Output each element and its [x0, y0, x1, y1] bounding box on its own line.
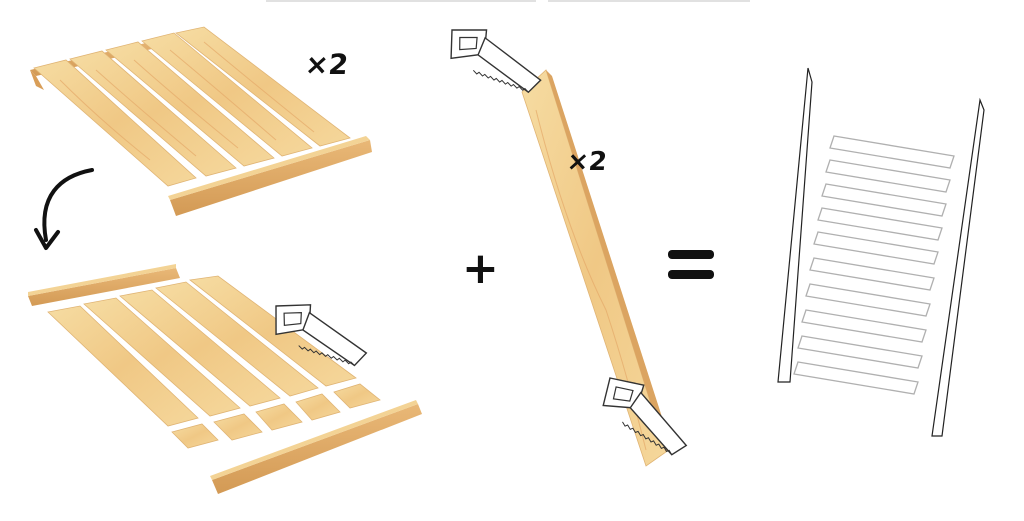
ladder-rung [793, 361, 919, 395]
ladder-rung [801, 309, 927, 343]
ladder-rung [829, 135, 955, 169]
multiplier-right: ×2 [565, 147, 608, 177]
cut-slat [47, 305, 199, 427]
bed-slat [69, 50, 237, 177]
loose-rail-top [28, 268, 180, 306]
plus-sign: + [462, 243, 499, 294]
saw-icon-top [442, 23, 549, 95]
loose-rail-bottom [212, 404, 422, 494]
bed-left-rail [30, 70, 44, 90]
slat-stub [295, 393, 341, 421]
ladder-rung [809, 257, 935, 291]
ladder-rung [805, 283, 931, 317]
multiplier-top: ×2 [303, 48, 349, 81]
slat-stub [171, 423, 219, 449]
cut-slat [155, 281, 319, 397]
result-ladder [777, 67, 985, 437]
slat-stub [255, 403, 303, 431]
slat-stub [333, 383, 381, 409]
equals-sign [668, 250, 714, 279]
bed-front-rail-top [168, 136, 370, 200]
ladder-rung [797, 335, 923, 369]
bed-slat [175, 26, 351, 147]
long-plank-edge [546, 70, 672, 452]
ladder-rung [821, 183, 947, 217]
curved-arrow [34, 168, 94, 250]
cut-slat [83, 297, 241, 417]
ladder-rung [813, 231, 939, 265]
bed-grain [59, 41, 315, 161]
bed-front-rail [170, 140, 372, 216]
long-plank-cut: ×2 [442, 23, 702, 467]
ladder-rung [825, 159, 951, 193]
cut-apart-frame [28, 264, 422, 494]
ladder-rung [817, 207, 943, 241]
bed-slat [141, 32, 313, 157]
bed-slat [33, 59, 197, 187]
cut-slat [119, 289, 281, 407]
loose-rail-top-face [28, 264, 176, 296]
slat-stub [213, 413, 263, 441]
slatted-bed-base: ×2 [30, 26, 372, 216]
cut-slat [189, 275, 357, 387]
ladder-right-rail [931, 97, 985, 437]
ladder-left-rail [777, 67, 813, 383]
loose-rail-bottom-face [210, 400, 418, 480]
